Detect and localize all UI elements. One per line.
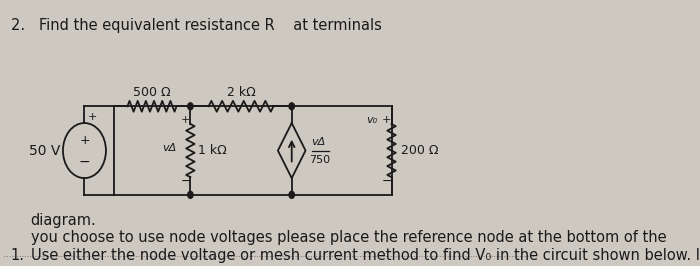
Text: 500 Ω: 500 Ω [133, 86, 171, 99]
Text: vΔ: vΔ [162, 143, 176, 153]
Text: 2 kΩ: 2 kΩ [227, 86, 256, 99]
Text: −: − [181, 174, 191, 188]
Text: 1 kΩ: 1 kΩ [198, 144, 227, 157]
Text: 200 Ω: 200 Ω [400, 144, 438, 157]
Text: +: + [79, 134, 90, 147]
Text: v₀: v₀ [367, 115, 378, 125]
Text: 750: 750 [309, 156, 330, 165]
Text: 1.: 1. [10, 248, 25, 263]
Circle shape [188, 192, 193, 198]
Text: diagram.: diagram. [31, 213, 97, 228]
Text: 2.   Find the equivalent resistance R    at terminals: 2. Find the equivalent resistance R at t… [10, 18, 382, 33]
Circle shape [188, 103, 193, 110]
Circle shape [289, 103, 295, 110]
Text: 50 V: 50 V [29, 144, 60, 157]
Text: vΔ: vΔ [312, 137, 326, 147]
Circle shape [289, 192, 295, 198]
Text: you choose to use node voltages please place the reference node at the bottom of: you choose to use node voltages please p… [31, 230, 666, 245]
Text: Use either the node voltage or mesh current method to find V₀ in the circuit sho: Use either the node voltage or mesh curr… [31, 248, 700, 263]
Text: −: − [78, 154, 90, 168]
Text: +: + [382, 115, 391, 125]
Text: +: + [88, 112, 97, 122]
Text: −: − [382, 174, 392, 188]
Text: +: + [181, 115, 190, 125]
